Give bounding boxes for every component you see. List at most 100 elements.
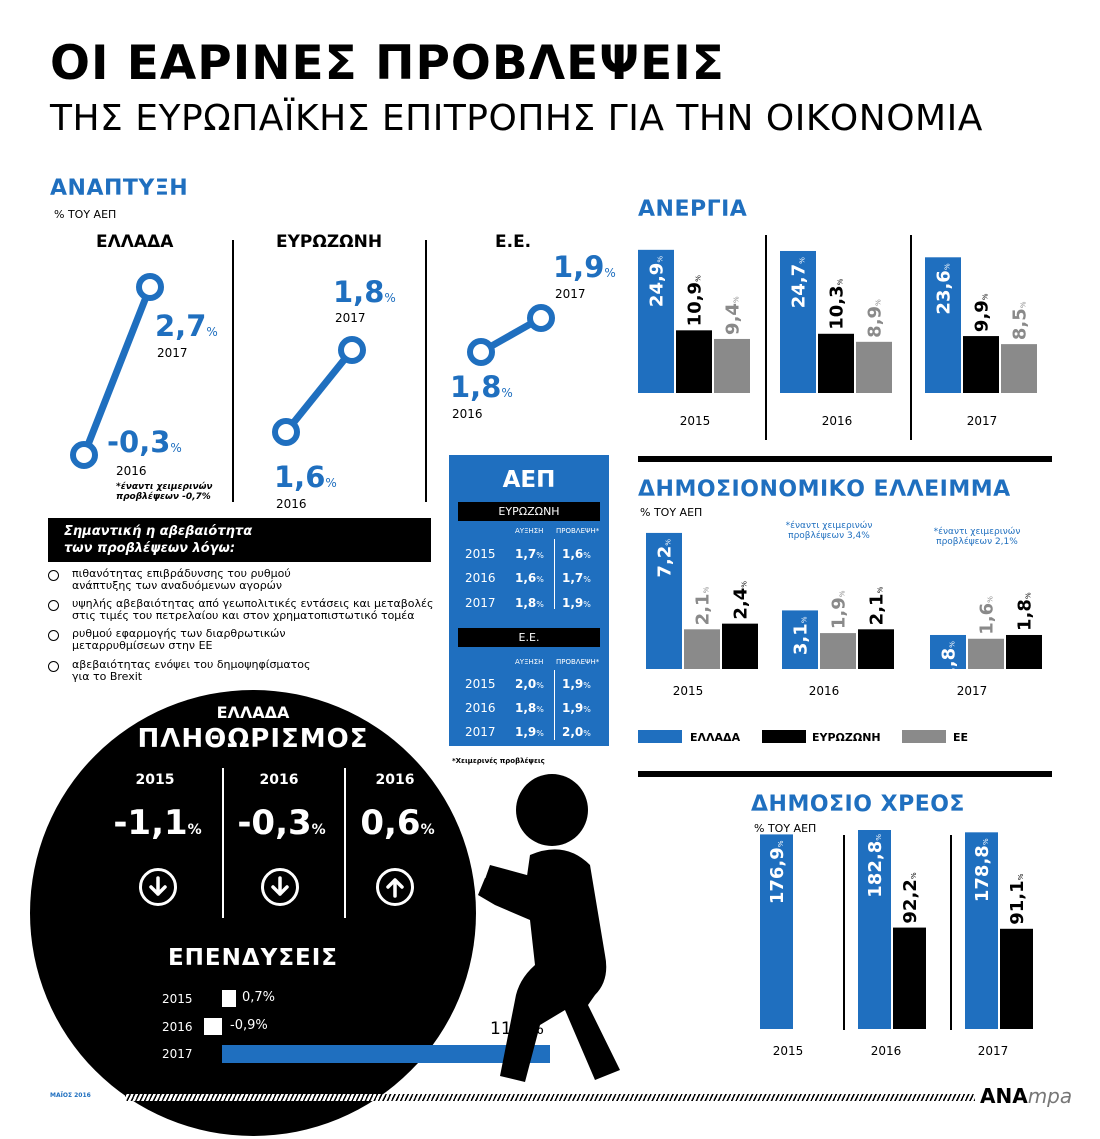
bar-label: 10,3% [826,278,847,329]
deficit-note-2016: *έναντι χειμερινών προβλέψεων 3,4% [785,521,873,541]
bar-label: 3,1% [790,616,811,655]
bar-label: 1,8% [938,641,959,680]
bar-label: 2,1% [692,586,713,625]
debt-unit: % ΤΟΥ ΑΕΠ [754,822,817,835]
risks-banner: Σημαντική η αβεβαιότητα των προβλέψεων λ… [48,518,431,562]
growth-greece-2016: -0,3% [107,425,182,459]
bar [684,629,720,669]
bar [1006,634,1042,669]
growth-greece-2016-year: 2016 [116,464,147,478]
legend-swatch-eurozone [762,730,806,743]
bar-label: 24,7% [788,257,809,308]
year-label: 2015 [680,414,711,428]
growth-greece-2017: 2,7% [155,309,218,343]
bar [780,250,816,393]
bar-label: 1,6% [976,596,997,635]
bar-label: 1,8% [1014,592,1035,631]
growth-eu-2016-year: 2016 [452,407,483,421]
bar [930,634,966,669]
deficit-chart: 7,2% 2,1% 2,4% 2015 3,1% 1,9% 2,1% 2016 1,8% 1,6%… [646,532,1042,698]
growth-eurozone-2017-year: 2017 [335,311,366,325]
arrow-down-icon [139,868,177,906]
bar-label: 182,8% [865,834,886,898]
year-label: 2016 [822,414,853,428]
bar [963,336,999,393]
growth-title: ΑΝΑΠΤΥΞΗ [50,176,189,201]
inflation-year: 2016 [259,772,299,788]
bar-label: 8,9% [864,299,885,338]
bar-label: 7,2% [654,539,675,578]
investments-bar [204,1018,222,1035]
legend-swatch-greece [638,730,682,743]
bar-label: 8,5% [1009,301,1030,340]
growth-unit: % ΤΟΥ ΑΕΠ [54,208,117,221]
bar-label: 9,9% [971,293,992,332]
divider-rule [638,771,1052,777]
bar-label: 91,1% [1007,873,1028,924]
arrow-down-icon [261,868,299,906]
bar [925,257,961,393]
growth-eu-2017: 1,9% [553,250,616,284]
year-label: 2015 [673,684,704,698]
gdp-col-forecast-1: ΠΡΟΒΛΕΨΗ* [556,527,600,535]
footer-hatch [125,1094,975,1101]
gdp-col-growth-1: ΑΥΞΗΣΗ [515,527,544,535]
bar [1001,344,1037,393]
deficit-unit: % ΤΟΥ ΑΕΠ [640,506,703,519]
bar [858,629,894,669]
bar [676,330,712,393]
growth-point-2016 [272,418,300,446]
risk-item-4: αβεβαιότητας ενόψει του δημοψηφίσματος γι… [48,659,310,683]
bar [820,633,856,669]
inflation-year: 2015 [135,772,175,788]
bar [818,333,854,393]
page-subtitle: ΤΗΣ ΕΥΡΩΠΑΪΚΗΣ ΕΠΙΤΡΟΠΗΣ ΓΙΑ ΤΗΝ ΟΙΚΟΝΟΜ… [50,98,983,139]
growth-eurozone-2016: 1,6% [274,460,337,494]
gdp-title: ΑΕΠ [502,467,556,493]
growth-eu-2016: 1,8% [450,370,513,404]
inflation-value: 0,6% [360,803,435,843]
gdp-table: ΑΕΠ ΕΥΡΩΖΩΝΗ ΑΥΞΗΣΗ ΠΡΟΒΛΕΨΗ* 2015 1,7% 1,… [449,455,609,746]
growth-eurozone-2016-year: 2016 [276,497,307,511]
growth-point-2017 [338,336,366,364]
investments-year: 2017 [162,1047,193,1061]
page-title: ΟΙ ΕΑΡΙΝΕΣ ΠΡΟΒΛΕΨΕΙΣ [50,36,725,91]
bar [965,832,998,1029]
bar [722,623,758,669]
bar-label: 2,4% [730,581,751,620]
growth-eurozone-2017: 1,8% [333,275,396,309]
growth-line [80,285,154,457]
legend-label-greece: ΕΛΛΑΔΑ [690,731,741,744]
investments-label: 0,7% [242,990,276,1005]
investments-label: -0,9% [230,1018,268,1033]
year-label: 2016 [871,1044,902,1058]
inflation-value: -0,3% [237,803,326,843]
investments-bar [222,1045,550,1063]
legend-label-eurozone: ΕΥΡΩΖΩΝΗ [812,731,881,744]
growth-divider-1 [232,240,234,502]
bar-label: 176,9% [767,840,788,904]
person-pushing-icon [478,774,620,1082]
bar [646,532,682,669]
gdp-group-eu: Ε.Ε. [458,628,600,647]
bar-label: 92,2% [900,872,921,923]
bar [858,830,891,1029]
risk-item-2: υψηλής αβεβαιότητας από γεωπολιτικές εντ… [48,598,433,622]
growth-greece-note: *έναντι χειμερινών προβλέψεων -0,7% [116,482,213,502]
divider-rule [638,456,1052,462]
growth-point-2017 [136,273,164,301]
footer-logo: ΑΝΑmpa [980,1084,1073,1108]
growth-line [283,347,355,435]
debt-title: ΔΗΜΟΣΙΟ ΧΡΕΟΣ [751,792,965,817]
growth-greece-2017-year: 2017 [157,346,188,360]
inflation-value: -1,1% [113,803,202,843]
risks-title-1: Σημαντική η αβεβαιότητα [64,524,253,539]
risks-title-2: των προβλέψεων λόγω: [64,541,236,556]
bar-label: 2,1% [866,586,887,625]
risk-item-3: ρυθμού εφαρμογής των διαρθρωτικών μεταρρυ… [48,628,286,652]
bar-label: 23,6% [933,263,954,314]
gdp-col-growth-2: ΑΥΞΗΣΗ [515,658,544,666]
growth-divider-2 [425,240,427,502]
bar [856,341,892,393]
growth-eu-2017-year: 2017 [555,287,586,301]
